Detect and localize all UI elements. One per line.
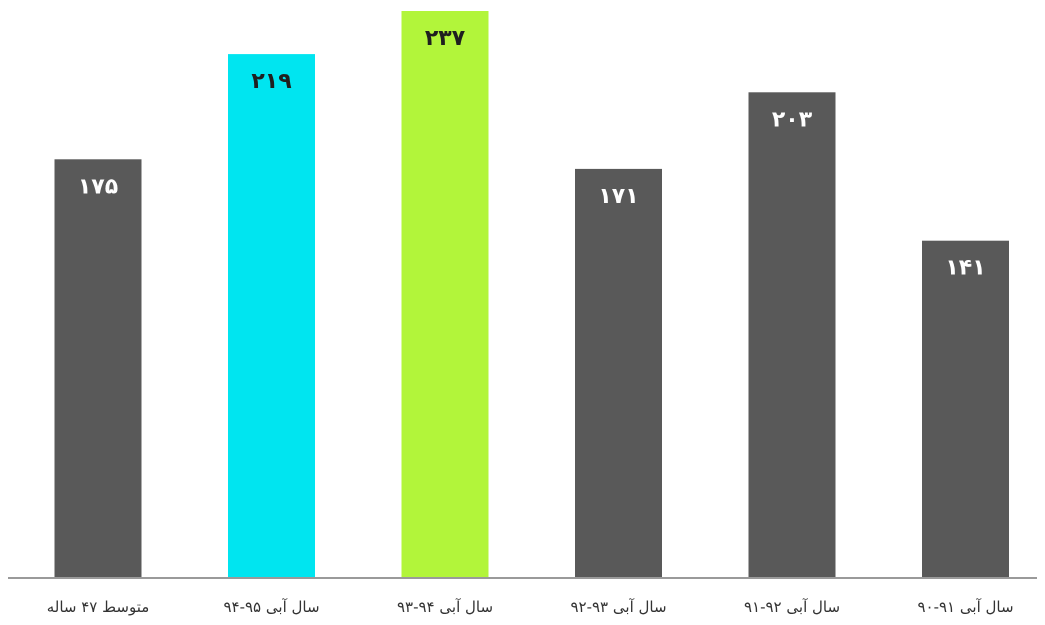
- category-label-5: سال آبی ۹۱-۹۰: [917, 598, 1013, 616]
- bar-value-label-5: ۱۴۱: [945, 256, 985, 281]
- category-label-0: متوسط ۴۷ ساله: [47, 598, 150, 616]
- category-label-1: سال آبی ۹۵-۹۴: [223, 598, 319, 616]
- labels-layer: ۱۷۵ متوسط ۴۷ ساله ۲۱۹ سال آبی ۹۵-۹۴ ۲۳۷ سال آ…: [47, 26, 1014, 616]
- category-label-4: سال آبی ۹۲-۹۱: [744, 598, 840, 616]
- bar-0: [54, 159, 142, 579]
- category-label-2: سال آبی ۹۴-۹۳: [397, 598, 493, 616]
- bar-5: [922, 240, 1009, 578]
- bar-value-label-4: ۲۰۳: [772, 107, 813, 132]
- bar-value-label-3: ۱۷۱: [598, 184, 638, 209]
- category-label-3: سال آبی ۹۳-۹۲: [570, 598, 666, 616]
- bar-3: [575, 168, 662, 578]
- bar-2: [401, 11, 489, 578]
- bar-value-label-1: ۲۱۹: [251, 69, 291, 94]
- bar-value-label-2: ۲۳۷: [425, 26, 466, 51]
- bar-1: [228, 54, 315, 579]
- bar-4: [748, 92, 836, 579]
- bar-value-label-0: ۱۷۵: [78, 174, 118, 199]
- bars-layer: [54, 11, 1009, 579]
